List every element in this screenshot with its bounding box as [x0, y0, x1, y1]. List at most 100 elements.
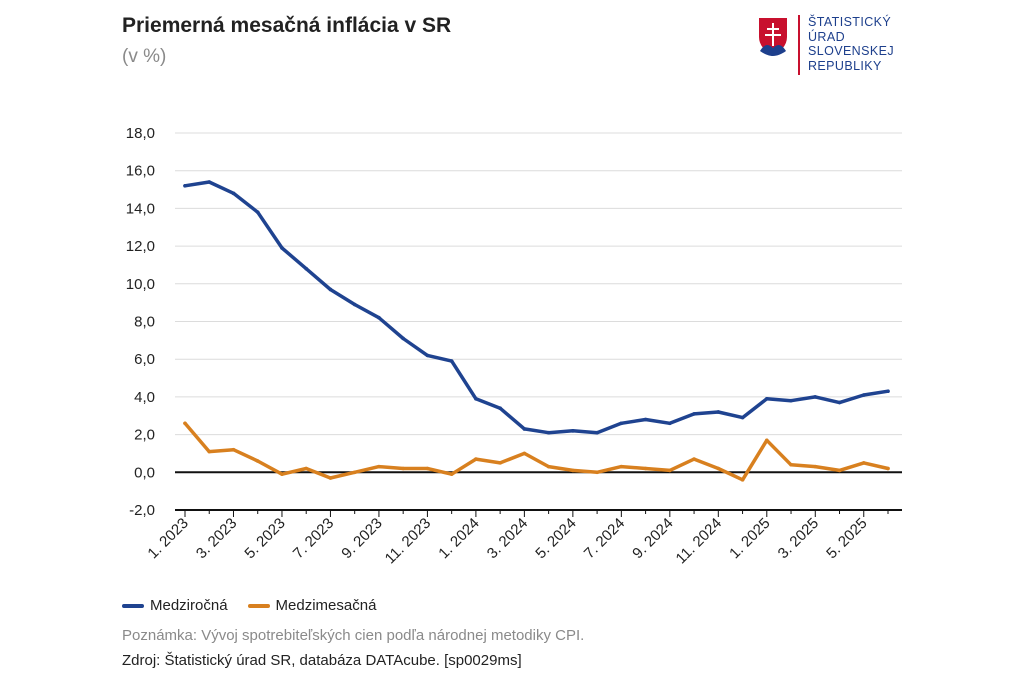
logo-line: ÚRAD: [808, 29, 846, 44]
logo-line: ŠTATISTICKÝ: [808, 15, 892, 29]
y-tick-label: 2,0: [134, 427, 155, 444]
data-point-medzirocna: [255, 210, 260, 214]
data-point-medzirocna: [401, 336, 405, 341]
data-point-medzimesacna: [449, 472, 454, 476]
data-point-medzimesacna: [183, 421, 187, 426]
logo-divider: [798, 15, 800, 75]
data-point-medzirocna: [886, 389, 890, 394]
x-tick-label: 1. 2025: [726, 515, 773, 562]
data-point-medzimesacna: [304, 466, 309, 471]
legend-item-medzimesacna[interactable]: Medzimesačná: [247, 597, 377, 614]
chart-source: Zdroj: Štatistický úrad SR, databáza DAT…: [122, 652, 522, 669]
data-point-medzirocna: [668, 421, 672, 426]
data-point-medzimesacna: [886, 466, 890, 471]
data-point-medzirocna: [498, 406, 502, 411]
x-tick-label: 7. 2023: [290, 515, 337, 562]
x-tick-label: 3. 2025: [775, 515, 822, 562]
series-line-medzimesacna: [183, 421, 890, 482]
data-point-medzimesacna: [740, 478, 745, 482]
y-tick-label: 0,0: [134, 464, 155, 481]
data-point-medzimesacna: [255, 459, 260, 463]
logo-line: SLOVENSKEJ: [808, 44, 894, 58]
logo-text: ŠTATISTICKÝ ÚRAD SLOVENSKEJ REPUBLIKY: [808, 15, 894, 73]
data-point-medzimesacna: [425, 466, 430, 471]
data-point-medzimesacna: [352, 470, 357, 475]
data-point-medzirocna: [449, 359, 454, 363]
legend-item-medzirocna[interactable]: Medziročná: [122, 597, 228, 614]
data-point-medzimesacna: [498, 461, 502, 465]
y-tick-label: 10,0: [126, 276, 155, 293]
data-point-medzirocna: [716, 410, 721, 414]
x-tick-label: 1. 2024: [435, 515, 482, 562]
data-point-medzimesacna: [207, 449, 212, 454]
x-tick-label: 1. 2023: [144, 515, 191, 562]
chart-subtitle: (v %): [122, 46, 167, 67]
data-point-medzirocna: [231, 191, 236, 196]
data-point-medzimesacna: [716, 466, 721, 471]
data-point-medzimesacna: [377, 464, 381, 469]
data-point-medzirocna: [377, 315, 381, 320]
y-tick-label: 12,0: [126, 238, 155, 255]
x-tick-label: 9. 2023: [338, 515, 385, 562]
logo-line: REPUBLIKY: [808, 58, 882, 73]
x-tick-label: 3. 2023: [193, 515, 240, 562]
data-point-medzirocna: [207, 180, 212, 184]
data-point-medzirocna: [740, 415, 745, 420]
data-point-medzimesacna: [595, 470, 599, 475]
data-point-medzimesacna: [571, 468, 575, 473]
data-point-medzimesacna: [546, 464, 551, 469]
series-line-medzirocna: [183, 180, 890, 435]
legend-swatch-orange: [247, 603, 270, 608]
data-point-medzirocna: [183, 183, 187, 188]
x-tick-label: 5. 2025: [823, 515, 870, 562]
chart-legend: Medziročná Medzimesačná: [122, 597, 376, 614]
y-tick-label: -2,0: [129, 502, 155, 519]
data-point-medzirocna: [571, 429, 575, 433]
data-point-medzimesacna: [789, 462, 793, 467]
data-point-medzirocna: [546, 430, 551, 435]
data-point-medzimesacna: [861, 461, 866, 465]
data-point-medzimesacna: [280, 472, 284, 476]
data-point-medzimesacna: [522, 451, 527, 456]
data-point-medzirocna: [595, 430, 599, 435]
data-point-medzimesacna: [668, 468, 672, 473]
data-point-medzimesacna: [813, 464, 818, 469]
data-point-medzirocna: [280, 246, 284, 250]
y-tick-label: 4,0: [134, 389, 155, 406]
data-point-medzimesacna: [231, 447, 236, 452]
legend-label: Medziročná: [150, 597, 228, 614]
data-point-medzimesacna: [328, 476, 333, 480]
x-tick-label: 3. 2024: [484, 515, 531, 562]
data-point-medzirocna: [861, 393, 866, 397]
data-point-medzimesacna: [474, 457, 478, 461]
legend-label: Medzimesačná: [275, 597, 377, 614]
data-point-medzimesacna: [643, 466, 648, 471]
y-tick-label: 16,0: [126, 163, 155, 180]
legend-swatch-blue: [122, 603, 144, 608]
data-point-medzirocna: [425, 353, 430, 358]
coat-of-arms-icon: [757, 16, 789, 57]
data-point-medzirocna: [328, 287, 333, 292]
data-point-medzirocna: [837, 400, 842, 405]
data-point-medzirocna: [352, 302, 357, 307]
y-tick-label: 6,0: [134, 351, 155, 368]
data-point-medzirocna: [692, 412, 696, 416]
x-tick-label: 9. 2024: [629, 515, 676, 562]
data-point-medzimesacna: [764, 438, 769, 443]
data-point-medzimesacna: [692, 457, 696, 461]
data-point-medzimesacna: [401, 466, 405, 471]
data-point-medzirocna: [813, 395, 818, 399]
data-point-medzimesacna: [837, 468, 842, 473]
data-point-medzirocna: [522, 427, 527, 431]
x-tick-label: 5. 2023: [241, 515, 288, 562]
chart-note: Poznámka: Vývoj spotrebiteľských cien po…: [122, 627, 585, 644]
data-point-medzirocna: [643, 417, 648, 422]
data-point-medzirocna: [474, 396, 478, 401]
y-tick-label: 8,0: [134, 314, 155, 331]
x-tick-label: 7. 2024: [581, 515, 628, 562]
data-point-medzirocna: [619, 421, 624, 426]
data-point-medzirocna: [304, 266, 309, 271]
data-point-medzirocna: [789, 398, 793, 403]
y-tick-label: 18,0: [126, 125, 155, 142]
